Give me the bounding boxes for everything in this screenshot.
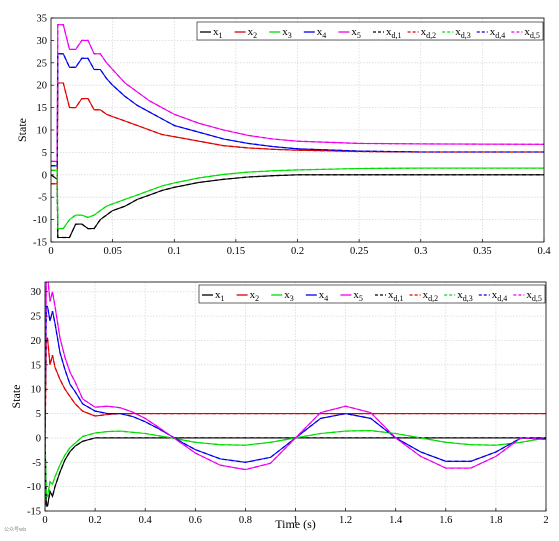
y-tick-label: 10 (37, 126, 48, 137)
legend-label: x1 (215, 289, 225, 303)
y-axis-label: State (15, 118, 29, 142)
x-tick-label: 0.15 (227, 246, 245, 257)
top-chart: 0 0.05 0.1 0.15 0.2 0.25 0.3 0.35 0.4 -15 -10 -5 0 5 1… (15, 14, 551, 258)
y-tick-label: -5 (32, 458, 41, 469)
x-tick-label: 1 (293, 515, 298, 526)
series-line-x1 (45, 437, 546, 507)
y-tick-label: 15 (31, 360, 42, 371)
x-tick-label: 0.05 (103, 246, 121, 257)
legend-label: x3 (282, 26, 292, 40)
y-tick-label: 0 (36, 433, 41, 444)
grid (50, 17, 545, 243)
y-tick-label: 30 (37, 36, 48, 47)
grid (44, 282, 547, 512)
y-tick-label: -5 (38, 193, 47, 204)
series-line-xd4 (45, 305, 546, 463)
legend-label: x2 (248, 26, 258, 40)
x-tick-label: 0 (48, 246, 53, 257)
x-tick-label: 2 (543, 515, 548, 526)
y-tick-label: -15 (27, 507, 41, 518)
x-tick-label: 0.1 (168, 246, 181, 257)
watermark: 公众号wb (4, 527, 26, 533)
legend-label: x4 (317, 26, 327, 40)
x-tick-label: 0.2 (291, 246, 304, 257)
series-line-xd4 (51, 53, 544, 167)
legend-label: x5 (353, 289, 363, 303)
series-line-xd1 (51, 174, 544, 239)
series-group (51, 24, 544, 239)
x-tick-label: 1.2 (339, 515, 352, 526)
series-line-xd5 (45, 282, 546, 471)
y-tick-label: 30 (31, 287, 42, 298)
x-tick-label: 0.6 (189, 515, 202, 526)
series-line-xd3 (45, 429, 546, 498)
bottom-chart: 0 0.2 0.4 0.6 0.8 1 1.2 1.4 1.6 1.8 2 -15 -10 -5 0 5 10 1… (9, 281, 549, 531)
legend-label: x1 (213, 26, 223, 40)
series-line-xd2 (45, 337, 546, 448)
y-tick-label: 35 (37, 14, 48, 25)
legend-label: x4 (319, 289, 329, 303)
legend-label: x5 (351, 26, 361, 40)
y-tick-label: 5 (42, 148, 47, 159)
x-tick-label: 1.6 (439, 515, 452, 526)
x-tick-label: 1.8 (489, 515, 502, 526)
y-tick-label: 25 (31, 312, 42, 323)
y-tick-label: 0 (42, 170, 47, 181)
legend-box (198, 284, 546, 304)
x-tick-label: 0.8 (239, 515, 252, 526)
series-line-xd5 (51, 24, 544, 163)
y-tick-label: 20 (31, 336, 42, 347)
y-tick-label: -15 (33, 238, 47, 249)
y-tick-label: 15 (37, 103, 48, 114)
y-tick-label: -10 (27, 482, 41, 493)
x-tick-label: 0 (42, 515, 47, 526)
legend: x1 x2 x3 x4 x5 xd,1 xd,2 xd,3 xd,4 xd,5 (196, 21, 544, 41)
x-tick-label: 0.2 (89, 515, 102, 526)
y-tick-label: -10 (33, 215, 47, 226)
legend-label: x2 (250, 289, 260, 303)
x-tick-label: 0.3 (414, 246, 427, 257)
legend: x1 x2 x3 x4 x5 xd,1 xd,2 xd,3 xd,4 xd,5 (198, 284, 546, 304)
x-tick-label: 0.4 (139, 515, 153, 526)
x-tick-label: 0.35 (473, 246, 491, 257)
y-tick-label: 10 (31, 385, 42, 396)
x-axis-label: Time (s) (275, 517, 316, 531)
series-line-xd2 (51, 82, 544, 185)
y-tick-label: 20 (37, 81, 48, 92)
y-tick-label: 25 (37, 58, 48, 69)
x-tick-label: 0.25 (350, 246, 368, 257)
x-tick-label: 0.4 (537, 246, 551, 257)
y-axis-label: State (9, 385, 23, 409)
y-tick-label: 5 (36, 409, 41, 420)
legend-box (196, 21, 544, 41)
series-group (45, 282, 546, 507)
x-tick-label: 1.4 (389, 515, 403, 526)
legend-label: x3 (284, 289, 294, 303)
series-line-xd3 (51, 167, 544, 230)
